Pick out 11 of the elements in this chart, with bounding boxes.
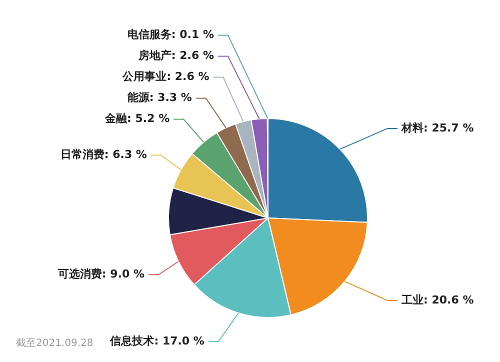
slice-label: 金融: 5.2 %: [104, 112, 170, 126]
slice-label: 房地产: 2.6 %: [137, 49, 214, 62]
slice-label: 信息技术: 17.0 %: [109, 334, 204, 348]
slice-label: 可选消费: 9.0 %: [56, 267, 145, 280]
slice-label: 电信服务: 0.1 %: [127, 28, 214, 42]
slice-label: 公用事业: 2.6 %: [122, 70, 210, 84]
slice-label: 工业: 20.6 %: [400, 293, 474, 306]
slice-label: 材料: 25.7 %: [400, 121, 474, 134]
slice-label: 日常消费: 6.3 %: [60, 148, 147, 162]
slice-label: 能源: 3.3 %: [127, 91, 192, 104]
text: 截至2021.09.28: [16, 336, 94, 350]
